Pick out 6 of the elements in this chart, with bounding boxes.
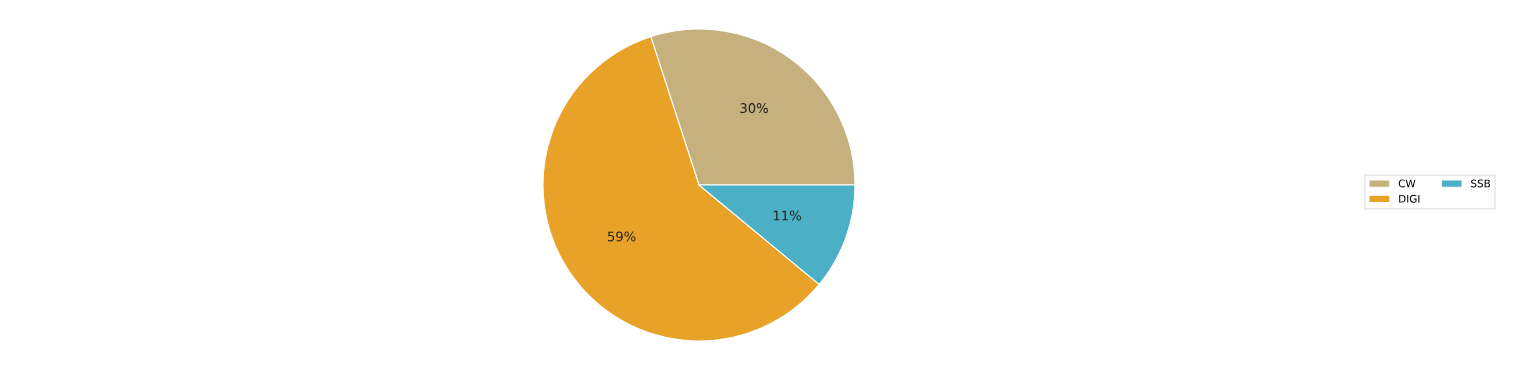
data-label: 30% [740, 103, 768, 114]
legend-label: DIGI [1399, 194, 1420, 203]
data-label: 59% [607, 231, 636, 242]
legend-label: CW [1398, 179, 1416, 188]
legend-label: SSB [1471, 179, 1491, 188]
data-label: 11% [773, 210, 801, 221]
